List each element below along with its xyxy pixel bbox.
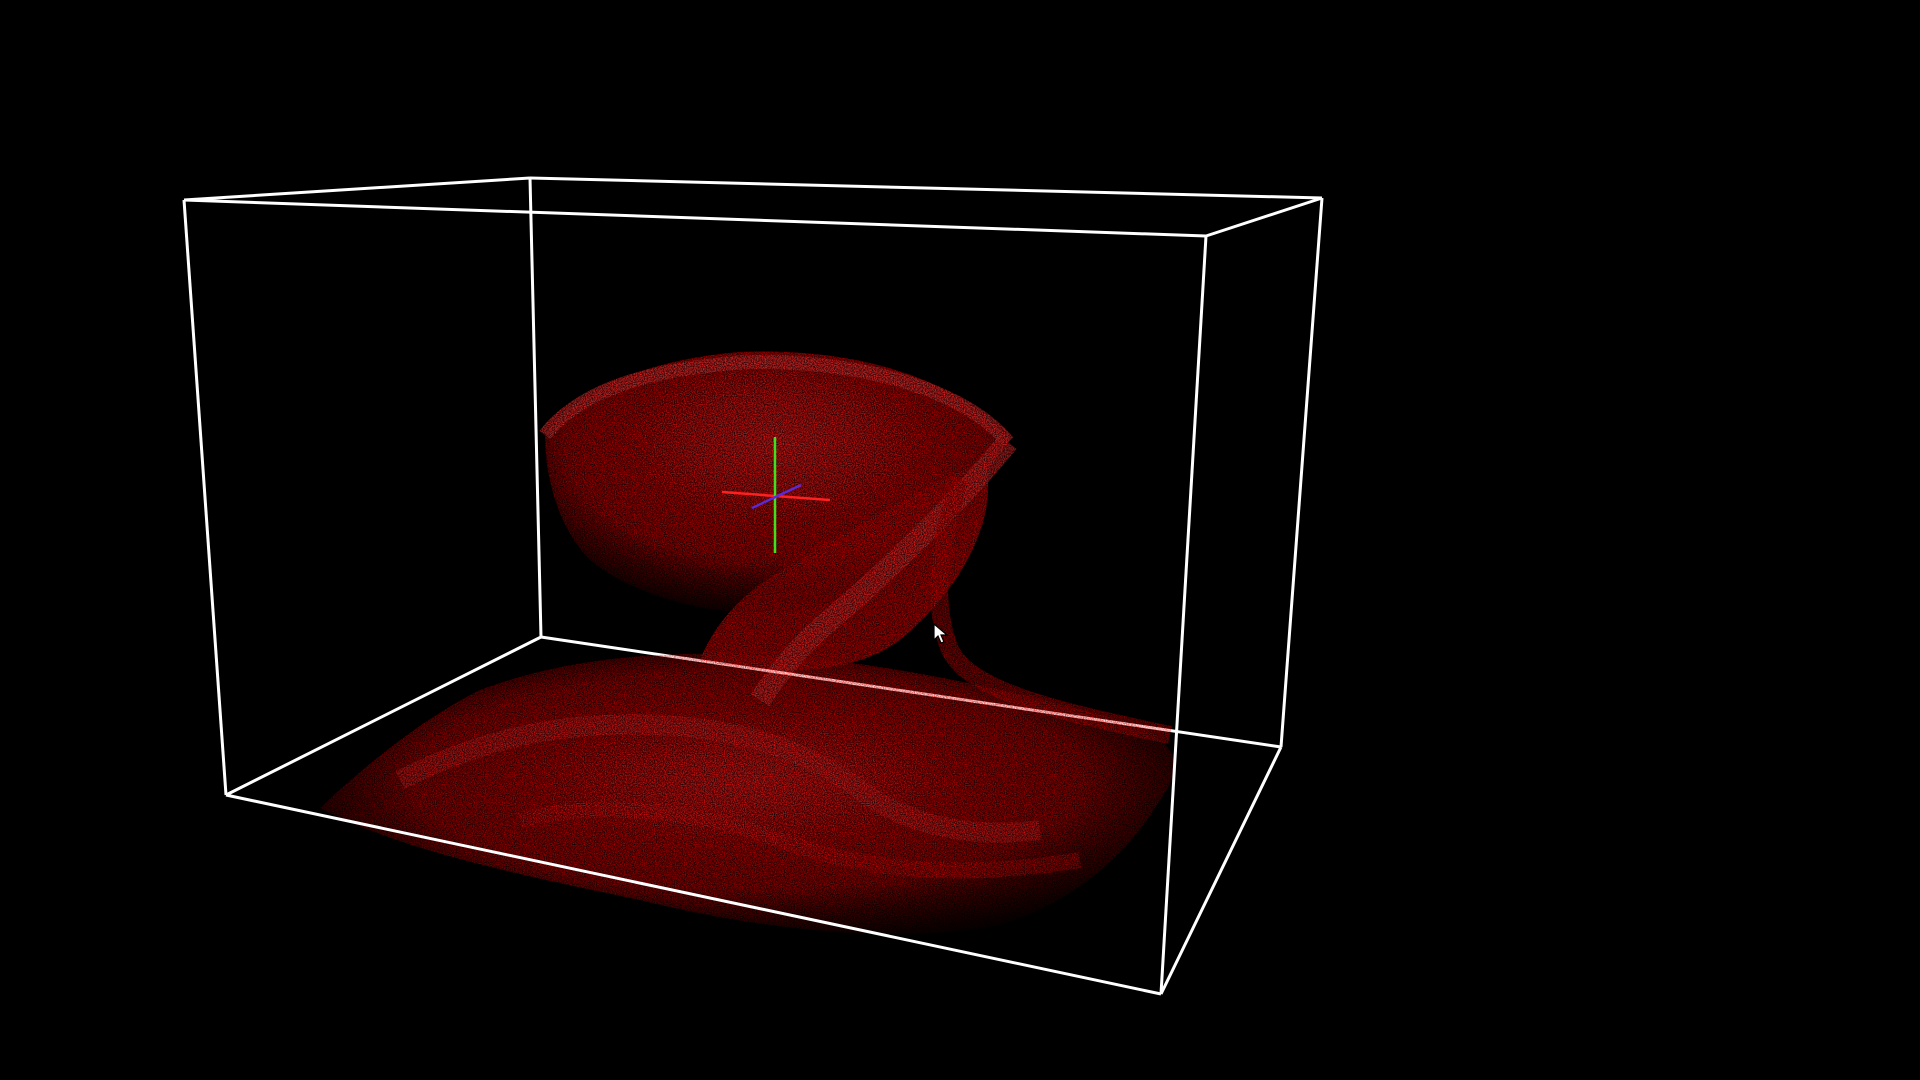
volume-dome-rim <box>539 354 1014 447</box>
z-axis-line <box>751 483 802 510</box>
bounding-box-front <box>182 176 1324 996</box>
arrow-cursor-icon <box>933 623 949 644</box>
volume-render <box>320 351 1175 935</box>
axes-gizmo[interactable] <box>721 437 831 553</box>
volume-shear-band <box>750 434 1017 707</box>
volume-base <box>320 653 1175 935</box>
volume-dome <box>545 351 1010 613</box>
